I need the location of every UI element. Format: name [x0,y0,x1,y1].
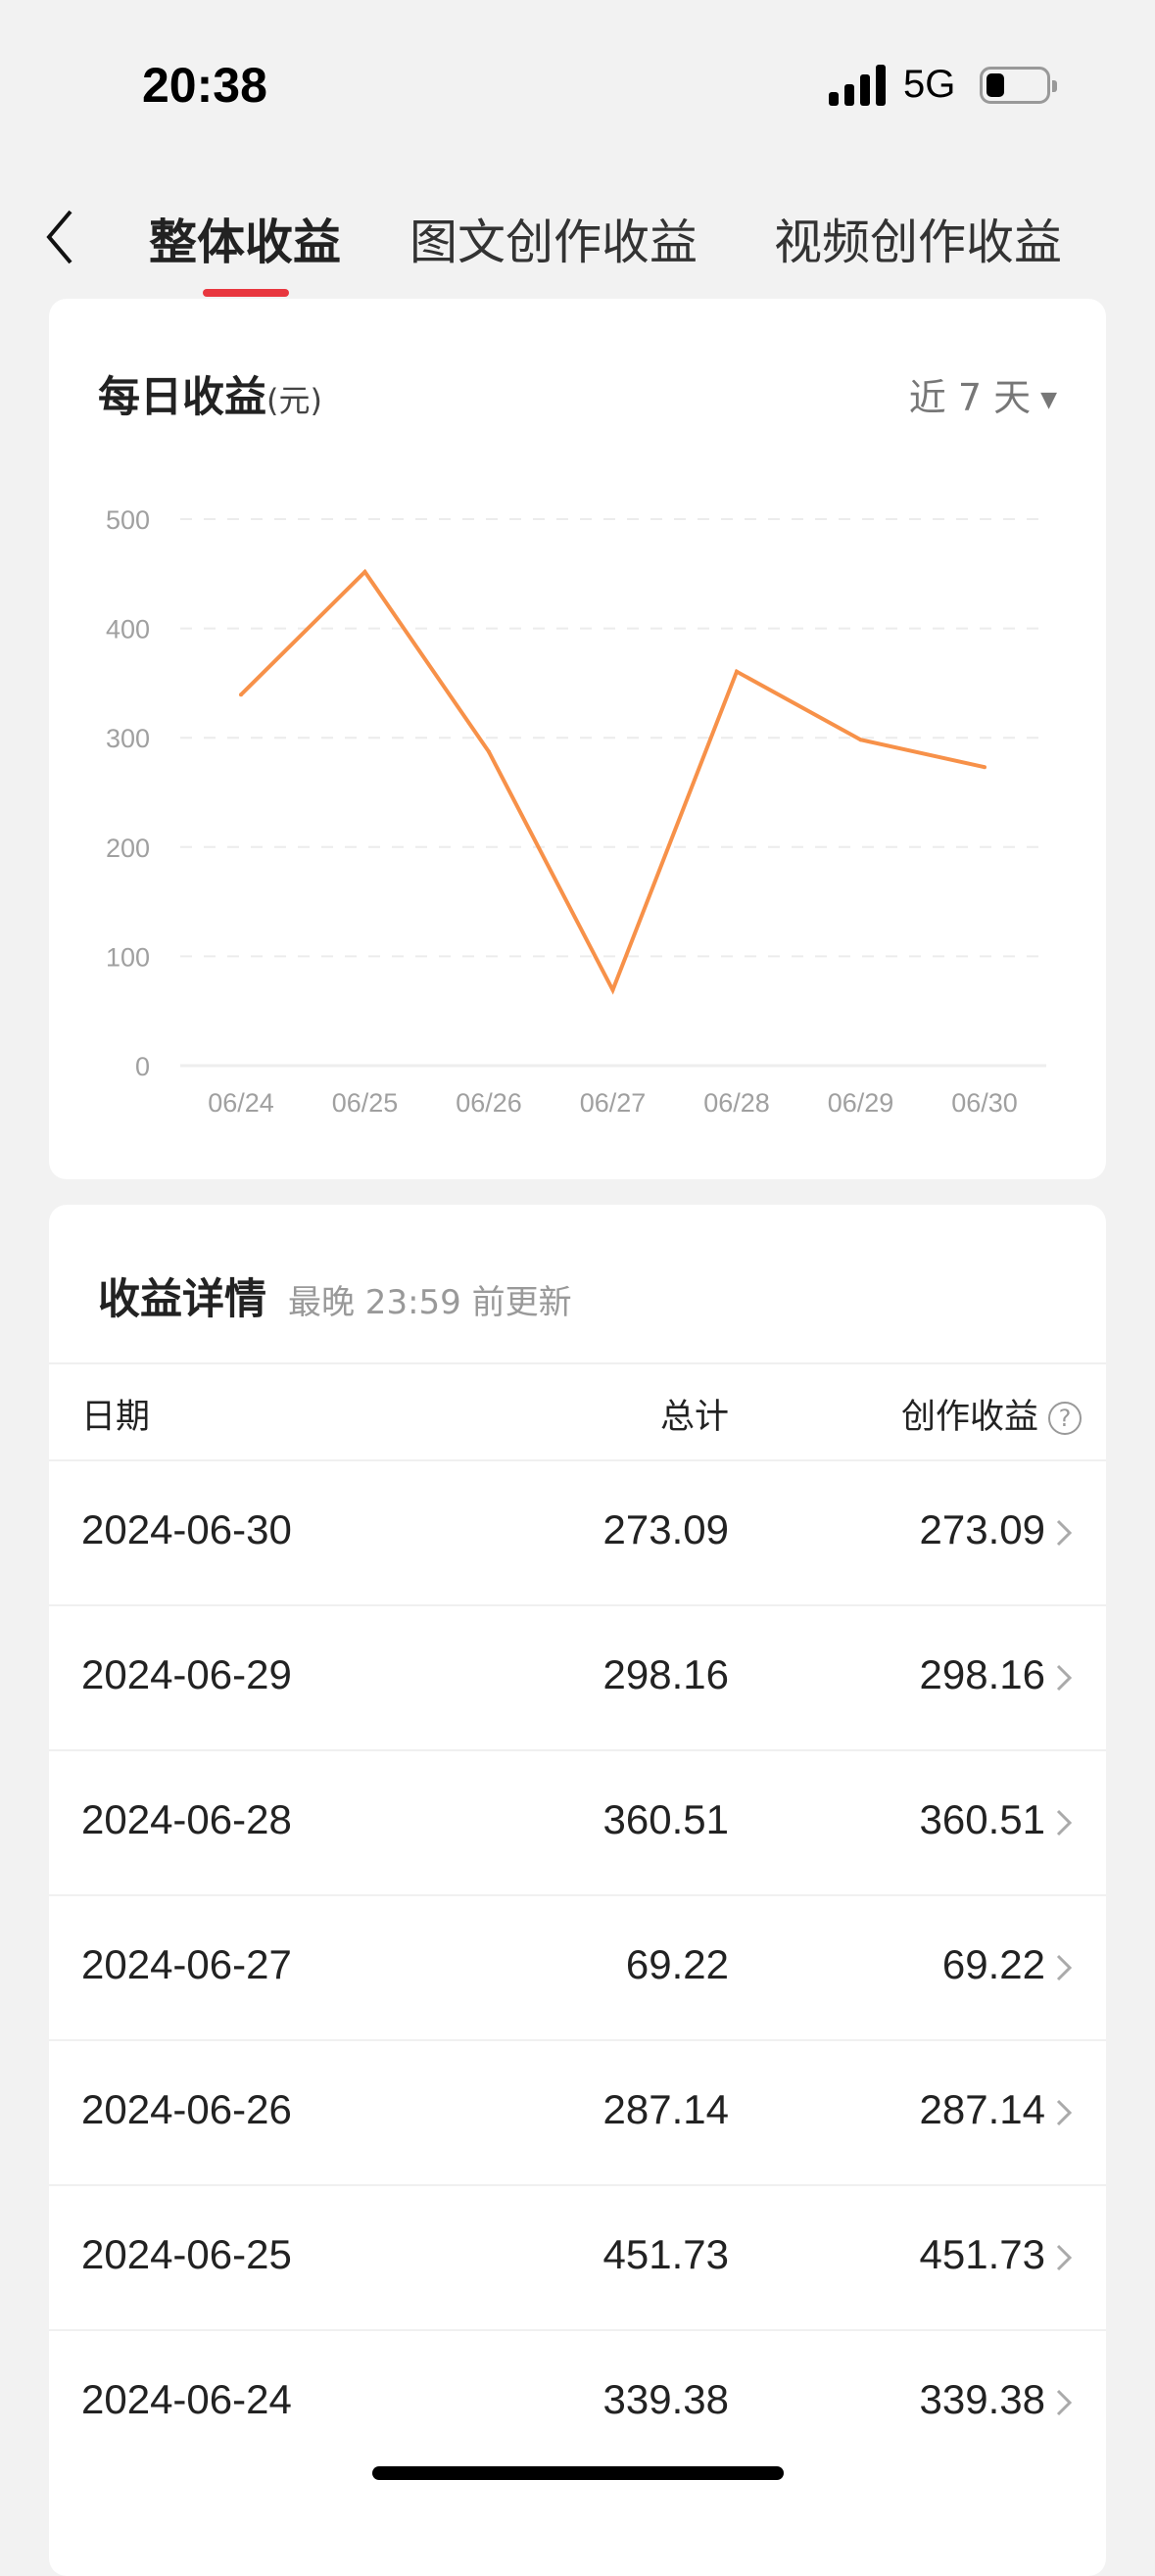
y-tick-label: 0 [135,1052,150,1081]
table-row[interactable]: 2024-06-28 360.51 360.51 [49,1751,1106,1896]
divider [49,2039,1106,2041]
divider [49,1459,1106,1461]
row-creation: 451.73 [919,2231,1045,2277]
chevron-right-icon [1056,1954,1073,1981]
x-tick-label: 06/24 [208,1088,274,1118]
x-tick-label: 06/30 [951,1088,1018,1118]
divider [49,1362,1106,1364]
y-tick-label: 300 [106,724,150,753]
row-total: 273.09 [602,1506,729,1552]
daily-earnings-chart: 0 100 200 300 400 500 06/24 06/25 06/26 06/27 06/2… [106,505,1046,1118]
earnings-details-card: 收益详情 最晚 23:59 前更新 日期 总计 创作收益? 2024-06-30 … [49,1205,1106,2576]
range-label: 近 7 天 [908,376,1032,419]
header-total: 总计 [659,1398,729,1437]
home-indicator[interactable] [372,2466,784,2480]
x-tick-label: 06/27 [580,1088,647,1118]
data-point [610,987,615,992]
chevron-right-icon [1056,1809,1073,1837]
row-creation: 287.14 [919,2086,1045,2132]
header-date: 日期 [81,1398,151,1437]
chevron-right-icon [1056,1664,1073,1692]
y-tick-label: 100 [106,942,150,972]
row-date: 2024-06-26 [81,2086,292,2132]
chevron-left-icon[interactable] [39,208,88,266]
network-type: 5G [903,63,956,106]
row-total: 451.73 [602,2231,729,2277]
x-tick-label: 06/26 [456,1088,522,1118]
row-total: 287.14 [602,2086,729,2132]
table-row[interactable]: 2024-06-26 287.14 287.14 [49,2041,1106,2186]
tab-video-earnings[interactable]: 视频创作收益 [774,215,1063,270]
table-row[interactable]: 2024-06-29 298.16 298.16 [49,1606,1106,1751]
series-line [239,568,986,995]
header-creation-label: 创作收益 [900,1398,1038,1437]
row-creation: 273.09 [919,1506,1045,1552]
details-subtitle: 最晚 23:59 前更新 [288,1283,572,1322]
chevron-right-icon [1056,1519,1073,1547]
x-tick-label: 06/29 [828,1088,894,1118]
details-title: 收益详情 最晚 23:59 前更新 [98,1265,572,1326]
row-date: 2024-06-29 [81,1651,292,1697]
title-text: 每日收益 [98,373,266,422]
header-creation: 创作收益? [901,1389,1082,1439]
data-point [239,692,243,697]
row-creation: 69.22 [941,1941,1045,1987]
daily-earnings-title: 每日收益(元) [98,363,322,424]
table-row[interactable]: 2024-06-27 69.22 69.22 [49,1896,1106,2041]
divider [49,2184,1106,2186]
x-tick-label: 06/25 [332,1088,399,1118]
table-row[interactable]: 2024-06-25 451.73 451.73 [49,2186,1106,2331]
data-point [362,569,367,574]
divider [49,1604,1106,1606]
triangle-down-icon: ▼ [1040,388,1057,412]
tab-overall-earnings[interactable]: 整体收益 [149,215,342,270]
chevron-right-icon [1056,2244,1073,2271]
row-creation: 339.38 [919,2376,1045,2422]
divider [49,1894,1106,1896]
divider [49,2329,1106,2331]
row-date: 2024-06-25 [81,2231,292,2277]
y-tick-label: 200 [106,834,150,863]
row-total: 360.51 [602,1796,729,1842]
status-time: 20:38 [142,58,267,113]
active-tab-indicator [203,289,289,297]
chevron-right-icon [1056,2099,1073,2126]
signal-icon [829,65,886,106]
row-total: 339.38 [602,2376,729,2422]
row-total: 298.16 [602,1651,729,1697]
data-point [735,669,739,674]
battery-low-icon [980,67,1057,104]
tab-article-earnings[interactable]: 图文创作收益 [409,215,698,270]
row-creation: 298.16 [919,1651,1045,1697]
range-selector[interactable]: 近 7 天 ▼ [909,367,1057,421]
chevron-right-icon [1056,2389,1073,2416]
data-point [983,765,987,770]
x-tick-label: 06/28 [703,1088,770,1118]
table-row[interactable]: 2024-06-24 339.38 339.38 [49,2331,1106,2476]
details-title-text: 收益详情 [98,1275,266,1324]
row-date: 2024-06-27 [81,1941,292,1987]
row-creation: 360.51 [919,1796,1045,1842]
data-point [487,749,491,754]
data-point [858,738,863,742]
row-date: 2024-06-24 [81,2376,292,2422]
y-tick-label: 400 [106,615,150,644]
daily-earnings-card: 0 100 200 300 400 500 06/24 06/25 06/26 06/27 06/2… [49,299,1106,1179]
question-circle-icon[interactable]: ? [1048,1402,1082,1435]
unit-label: (元) [266,382,322,419]
row-total: 69.22 [625,1941,729,1987]
y-tick-label: 500 [106,505,150,535]
table-row[interactable]: 2024-06-30 273.09 273.09 [49,1461,1106,1606]
divider [49,1749,1106,1751]
row-date: 2024-06-30 [81,1506,292,1552]
row-date: 2024-06-28 [81,1796,292,1842]
